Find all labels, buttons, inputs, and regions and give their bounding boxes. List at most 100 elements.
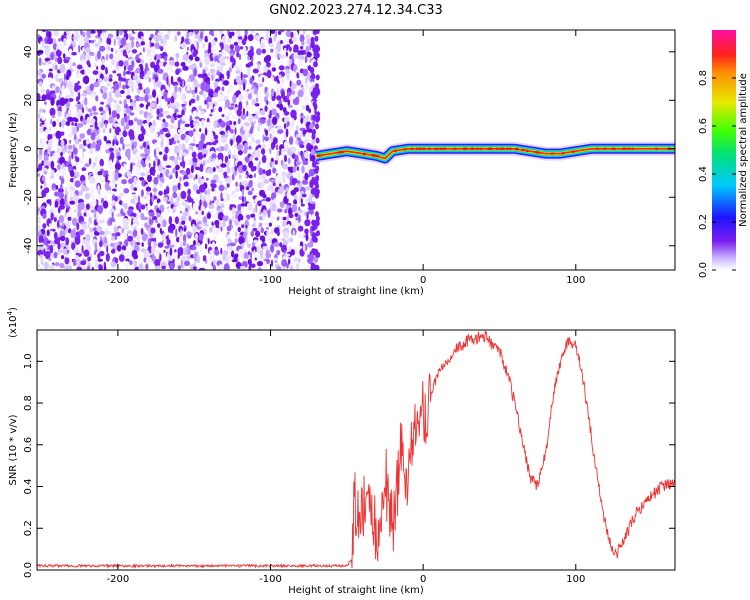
- spectrogram-noise-cell: [175, 69, 180, 75]
- spectrogram-noise-cell: [277, 129, 284, 135]
- spectrogram-noise-cell: [135, 151, 142, 159]
- spectrogram-noise-cell: [37, 173, 41, 177]
- snr-panel: -200 -100 0 100 0.0 0.2 0.4 0.6 0.8 1.0 Height of…: [6, 307, 676, 596]
- spectrogram-noise-cell: [192, 128, 196, 133]
- spectrogram-noise-cell: [136, 59, 142, 63]
- spectrogram-noise-cell: [174, 216, 179, 225]
- spectrogram-noise-cell: [271, 215, 275, 224]
- spectrogram-noise-cell: [85, 106, 88, 110]
- spectrogram-noise-cell: [168, 124, 175, 130]
- spectrogram-noise-cell: [148, 77, 152, 83]
- spectrogram-noise-cell: [157, 68, 164, 74]
- spectrogram-signal-dot: [505, 147, 510, 150]
- spectrogram-noise-cell: [303, 30, 306, 35]
- spectrogram-noise-cell: [150, 227, 156, 234]
- spectrogram-noise-cell: [38, 220, 41, 224]
- spectrogram-noise-cell: [277, 188, 284, 195]
- spectrogram-noise-cell: [142, 162, 146, 168]
- spectrogram-signal-dot: [427, 147, 432, 150]
- spectrogram-noise-cell: [74, 180, 81, 188]
- spectrogram-noise-cell: [59, 168, 66, 178]
- snr-ytick-label: 0.2: [23, 520, 34, 536]
- spectrogram-noise-cell: [169, 60, 175, 67]
- spectrogram-noise-cell: [84, 69, 91, 75]
- spectrogram-noise-cell: [224, 186, 227, 191]
- spectrogram-noise-cell: [55, 173, 61, 177]
- spectrogram-noise-cell: [266, 160, 269, 169]
- spectrogram-noise-cell: [69, 178, 75, 183]
- spectrogram-noise-cell: [248, 145, 252, 150]
- spectrogram-noise-cell: [95, 143, 101, 152]
- spectrogram-noise-cell: [182, 234, 187, 243]
- spectrogram-noise-cell: [299, 34, 305, 43]
- spectrogram-noise-cell: [194, 30, 200, 35]
- spectrogram-noise-cell: [57, 249, 64, 254]
- spectrogram-noise-cell: [220, 247, 223, 255]
- spectrogram-noise-cell: [207, 238, 210, 245]
- spectrogram-noise-cell: [163, 154, 168, 162]
- spectrogram-noise-cell: [122, 249, 125, 256]
- spectrogram-noise-cell: [53, 251, 58, 259]
- spectrogram-noise-cell: [282, 266, 285, 270]
- spectrogram-noise-cell: [52, 120, 57, 128]
- spectrogram-noise-cell: [297, 225, 304, 232]
- spectrogram-noise-cell: [104, 122, 108, 129]
- spectrogram-noise-cell: [157, 242, 164, 248]
- spectrogram-noise-cell: [184, 123, 190, 128]
- snr-frame: [36, 329, 676, 571]
- spectrogram-noise-cell: [145, 206, 149, 212]
- spectrogram-noise-cell: [235, 187, 240, 193]
- spectrogram-noise-cell: [193, 136, 196, 145]
- spectrogram-noise-cell: [41, 94, 47, 102]
- spectrogram-noise-cell: [253, 207, 256, 214]
- spectrogram-noise-cell: [305, 233, 309, 242]
- spectrogram-noise-cell: [129, 112, 135, 116]
- spectrogram-noise-cell: [126, 230, 133, 235]
- spectrogram-noise-cell: [42, 213, 47, 219]
- spectrogram-noise-cell: [151, 233, 154, 238]
- spectrogram-noise-cell: [299, 144, 305, 149]
- spectrogram-noise-cell: [213, 120, 218, 129]
- spectrogram-noise-cell: [169, 175, 173, 179]
- spectrogram-noise-cell: [284, 47, 287, 52]
- spectrogram-noise-cell: [70, 88, 75, 98]
- spectrogram-noise-cell: [59, 121, 62, 128]
- spectrogram-noise-cell: [195, 166, 200, 171]
- spectrogram-noise-cell: [97, 128, 100, 135]
- spectrogram-noise-cell: [182, 240, 187, 247]
- spectrogram-noise-cell: [201, 195, 208, 200]
- spectrogram-noise-cell: [286, 60, 289, 68]
- spectrogram-noise-cell: [43, 261, 49, 270]
- spectrogram-noise-cell: [272, 101, 276, 106]
- spectrogram-noise-cell: [245, 224, 248, 230]
- spectrogram-noise-cell: [96, 217, 100, 223]
- spectrogram-noise-cell: [295, 160, 301, 166]
- spectrogram-noise-cell: [103, 98, 109, 104]
- spectrogram-noise-cell: [40, 88, 46, 93]
- spectrogram-noise-cell: [263, 179, 270, 184]
- spectrogram-noise-cell: [210, 179, 217, 184]
- spectrogram-noise-cell: [240, 71, 243, 81]
- spectrogram-noise-cell: [276, 216, 280, 221]
- spectrogram-noise-cell: [52, 187, 57, 191]
- spectrogram-noise-cell: [82, 148, 86, 152]
- spectrogram-noise-cell: [205, 142, 213, 146]
- spectrogram-noise-cell: [271, 259, 273, 267]
- spectrogram-signal-dot: [470, 147, 475, 150]
- spectrogram-noise-cell: [195, 174, 198, 180]
- spectrogram-noise-cell: [238, 53, 242, 61]
- spectrogram-noise-cell: [153, 177, 159, 185]
- spectrogram-noise-cell: [112, 70, 117, 74]
- spectrogram-noise-cell: [301, 179, 309, 185]
- spectrogram-noise-edge: [312, 236, 317, 243]
- spectrogram-noise-cell: [203, 223, 209, 227]
- spectrogram-noise-cell: [266, 30, 270, 39]
- spectrogram-noise-cell: [241, 38, 247, 46]
- spectrogram-noise-cell: [41, 189, 47, 198]
- spectrogram-noise-cell: [75, 156, 80, 163]
- spectrogram-noise-cell: [214, 61, 219, 67]
- spectrogram-noise-cell: [125, 54, 128, 59]
- spectrogram-noise-cell: [150, 238, 155, 242]
- spectrogram-noise-edge: [315, 116, 320, 123]
- spectrogram-noise-cell: [217, 142, 222, 147]
